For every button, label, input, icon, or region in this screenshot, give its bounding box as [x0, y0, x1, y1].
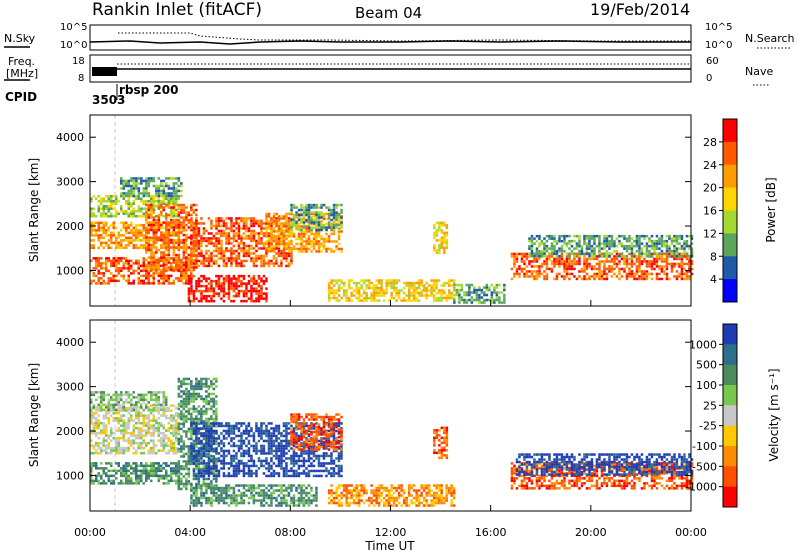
- colorbar-swatch: [723, 344, 737, 365]
- colorbar-tick-label: 28: [703, 136, 717, 149]
- power-y-label: Slant Range [km]: [27, 158, 41, 262]
- colorbar-swatch: [723, 466, 737, 487]
- velocity-y-label: Slant Range [km]: [27, 363, 41, 467]
- power-colorbar-label: Power [dB]: [764, 177, 778, 242]
- velocity-heatmap-panel: 1000 2000 3000 4000 Slant Range [km]: [27, 320, 693, 511]
- colorbar-swatch: [723, 487, 737, 508]
- colorbar-swatch: [723, 446, 737, 467]
- freq-tick-top: 18: [72, 56, 85, 67]
- x-tick-labels: 00:00 04:00 08:00 12:00 16:00 20:00 00:00: [74, 526, 707, 539]
- colorbar-tick-label: -25: [699, 420, 717, 433]
- nsky-tick-bottom: 10^0: [60, 40, 87, 51]
- nave-tick-top: 60: [706, 56, 719, 67]
- date-label: 19/Feb/2014: [590, 0, 690, 19]
- x-tick-label: 04:00: [174, 526, 206, 539]
- colorbar-tick-label: -100: [692, 440, 717, 453]
- y-tick-label: 3000: [56, 381, 84, 394]
- freq-unit: [MHz]: [6, 67, 38, 80]
- colorbar-tick-label: 25: [703, 399, 717, 412]
- colorbar-swatch: [723, 365, 737, 386]
- x-tick-label: 00:00: [675, 526, 707, 539]
- beam-label: Beam 04: [355, 4, 422, 22]
- power-heatmap-panel: 1000 2000 3000 4000 Slant Range [km]: [27, 115, 693, 306]
- cpid-label: CPID: [5, 90, 37, 104]
- x-tick-label: 12:00: [375, 526, 407, 539]
- nave-tick-bottom: 0: [706, 73, 712, 84]
- colorbar-swatch: [723, 385, 737, 406]
- colorbar-swatch: [723, 165, 737, 188]
- x-tick-label: 20:00: [575, 526, 607, 539]
- nave-label: Nave: [745, 65, 773, 78]
- colorbar-tick-label: -500: [692, 460, 717, 473]
- x-tick-label: 16:00: [475, 526, 507, 539]
- y-tick-label: 4000: [56, 336, 84, 349]
- colorbar-tick-label: 16: [703, 205, 717, 218]
- nsearch-label: N.Search: [745, 32, 795, 45]
- y-tick-label: 2000: [56, 220, 84, 233]
- x-axis-label: Time UT: [364, 539, 415, 553]
- colorbar-swatch: [723, 426, 737, 447]
- station-title: Rankin Inlet (fitACF): [92, 0, 262, 20]
- colorbar-tick-label: 12: [703, 227, 717, 240]
- velocity-colorbar-label: Velocity [m s⁻¹]: [767, 368, 781, 461]
- colorbar-tick-label: 8: [710, 250, 717, 263]
- colorbar-tick-label: 500: [696, 359, 717, 372]
- nsearch-trace: [118, 33, 691, 41]
- colorbar-swatch: [723, 279, 737, 302]
- nsky-right-tick-top: 10^5: [705, 22, 732, 33]
- y-tick-label: 1000: [56, 469, 84, 482]
- colorbar-swatch: [723, 119, 737, 142]
- x-tick-label: 00:00: [74, 526, 106, 539]
- nsky-label: N.Sky: [4, 32, 36, 45]
- colorbar-tick-label: -1000: [685, 481, 717, 494]
- colorbar-swatch: [723, 405, 737, 426]
- freq-block: [92, 67, 117, 76]
- y-tick-label: 2000: [56, 425, 84, 438]
- freq-tick-bottom: 8: [78, 73, 84, 84]
- nsky-right-tick-bottom: 10^0: [705, 40, 732, 51]
- nsky-panel-frame: [90, 25, 691, 50]
- colorbar-swatch: [723, 211, 737, 234]
- power-colorbar: 28 24 20 16 12 8 4: [703, 119, 737, 303]
- y-tick-label: 1000: [56, 264, 84, 277]
- colorbar-swatch: [723, 324, 737, 345]
- colorbar-swatch: [723, 233, 737, 256]
- colorbar-swatch: [723, 256, 737, 279]
- x-tick-label: 08:00: [274, 526, 306, 539]
- y-tick-label: 3000: [56, 176, 84, 189]
- colorbar-tick-label: 100: [696, 379, 717, 392]
- colorbar-tick-label: 24: [703, 159, 717, 172]
- colorbar-swatch: [723, 188, 737, 211]
- nsky-tick-top: 10^5: [60, 22, 87, 33]
- cpid-value-2: rbsp 200: [119, 83, 178, 97]
- y-tick-label: 4000: [56, 131, 84, 144]
- colorbar-tick-label: 20: [703, 182, 717, 195]
- colorbar-swatch: [723, 142, 737, 165]
- colorbar-tick-label: 1000: [689, 338, 717, 351]
- velocity-colorbar: 1000 500 100 25 -25 -100 -500 -1000: [685, 324, 737, 508]
- colorbar-tick-label: 4: [710, 273, 717, 286]
